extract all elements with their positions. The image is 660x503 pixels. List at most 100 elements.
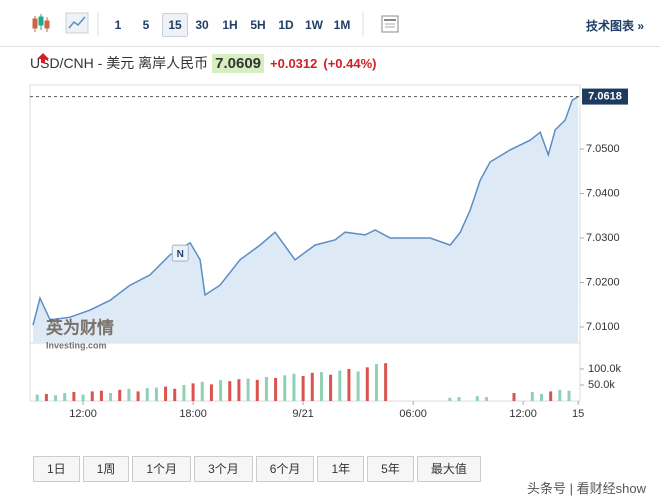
interval-button[interactable]: 5H (250, 18, 266, 32)
interval-button[interactable]: 30 (195, 18, 209, 32)
volume-bar (539, 393, 543, 401)
volume-bar (209, 384, 213, 401)
volume-bar (219, 380, 223, 401)
toolbar: 技术图表 » 1 5 15 30 1H 5H 1D 1W 1M (0, 0, 660, 47)
x-tick-label: 9/21 (292, 408, 313, 420)
change: +0.0312 (270, 55, 318, 71)
volume-bar (558, 389, 562, 401)
y-tick-label: 7.0200 (586, 276, 620, 288)
volume-bar (136, 391, 140, 401)
volume-bar (127, 388, 131, 401)
y-tick-label: 7.0300 (586, 232, 620, 244)
price-area (33, 96, 579, 343)
x-tick-label: 06:00 (399, 408, 427, 420)
volume-bar (274, 377, 278, 401)
volume-bar (145, 388, 149, 401)
range-bar: 1日 1周 1个月 3个月 6个月 1年 5年 最大值 (33, 456, 481, 482)
volume-bar (154, 387, 158, 401)
volume-bar (35, 394, 39, 401)
volume-bar (255, 379, 259, 401)
volume-bar (237, 379, 241, 401)
news-marker[interactable] (171, 244, 189, 262)
settings-icon[interactable] (355, 0, 415, 46)
volume-bar (44, 393, 48, 401)
range-button[interactable]: 3个月 (194, 456, 253, 482)
quote: USD/CNH - 美元 离岸人民币 7.0609 +0.0312 (+0.44… (30, 52, 383, 74)
volume-bar (384, 363, 388, 401)
volume-bar (164, 386, 168, 401)
volume-bar (512, 392, 516, 401)
last-price-label: 7.0618 (588, 90, 622, 102)
range-button[interactable]: 1周 (82, 456, 130, 482)
volume-bar (329, 374, 333, 401)
volume-bar (109, 392, 113, 401)
interval-button[interactable]: 1 (114, 18, 122, 32)
x-tick-label: 18:00 (179, 408, 207, 420)
volume-bar (310, 372, 314, 401)
range-button[interactable]: 5年 (367, 456, 414, 482)
price: 7.0609 (212, 53, 265, 73)
x-tick-label: 12:00 (69, 408, 97, 420)
volume-bar (246, 378, 250, 401)
news-marker-label: N (177, 249, 184, 260)
volume-bar (549, 391, 553, 401)
range-button[interactable]: 最大值 (416, 456, 481, 482)
volume-bar (81, 394, 85, 401)
volume-bar (54, 395, 58, 401)
footer-watermark: 头条号 | 看财经show (527, 481, 646, 496)
x-tick-label: 15 (572, 408, 584, 420)
volume-bar (356, 371, 360, 401)
volume-bar (365, 367, 369, 401)
volume-bar (283, 375, 287, 401)
interval-button[interactable]: 1D (278, 18, 294, 32)
interval-button[interactable]: 15 (162, 13, 188, 37)
area-icon[interactable] (65, 12, 89, 34)
volume-bar (72, 392, 76, 401)
volume-bar (292, 373, 296, 401)
y-tick-label: 7.0500 (586, 143, 620, 155)
volume-bar (319, 372, 323, 401)
technical-chart-link[interactable]: 技术图表 » (585, 19, 644, 33)
plot-frame (29, 84, 581, 402)
volume-bar (457, 397, 461, 401)
volume-bar (374, 364, 378, 401)
volume-tick-label: 100.0k (588, 363, 622, 375)
volume-bar (338, 370, 342, 401)
volume-bar (301, 376, 305, 401)
x-tick-label: 12:00 (509, 408, 537, 420)
volume-bar (182, 384, 186, 401)
volume-tick-label: 50.0k (588, 379, 615, 391)
volume-bar (90, 391, 94, 401)
watermark-site: Investing.com (46, 340, 107, 350)
volume-bar (118, 389, 122, 401)
candle-icon[interactable] (32, 14, 50, 32)
range-button[interactable]: 6个月 (255, 456, 315, 482)
interval-button[interactable]: 1M (333, 18, 351, 32)
last-price-box (582, 88, 628, 105)
price-line (32, 95, 579, 326)
interval-button[interactable]: 1W (305, 18, 323, 32)
volume-bar (63, 392, 67, 401)
watermark-brand: 英为财情 (46, 317, 114, 337)
volume-bar (173, 388, 177, 401)
volume-bar (200, 381, 204, 401)
volume-bar (99, 390, 103, 401)
interval-button[interactable]: 1H (222, 18, 238, 32)
range-button[interactable]: 1年 (317, 456, 365, 482)
volume-bar (264, 376, 268, 401)
range-button[interactable]: 1个月 (132, 456, 192, 482)
instrument-name: USD/CNH - 美元 离岸人民币 (30, 55, 209, 71)
volume-bar (484, 397, 488, 401)
chart-type-icons (32, 12, 99, 36)
range-button[interactable]: 1日 (33, 456, 80, 482)
volume-bar (228, 381, 232, 401)
volume-bar (448, 397, 452, 401)
volume-bar (191, 383, 195, 401)
interval-button[interactable]: 5 (142, 18, 150, 32)
volume-bar (530, 392, 534, 401)
y-tick-label: 7.0400 (586, 187, 620, 199)
volume-bar (567, 390, 571, 401)
up-arrow (37, 53, 49, 63)
